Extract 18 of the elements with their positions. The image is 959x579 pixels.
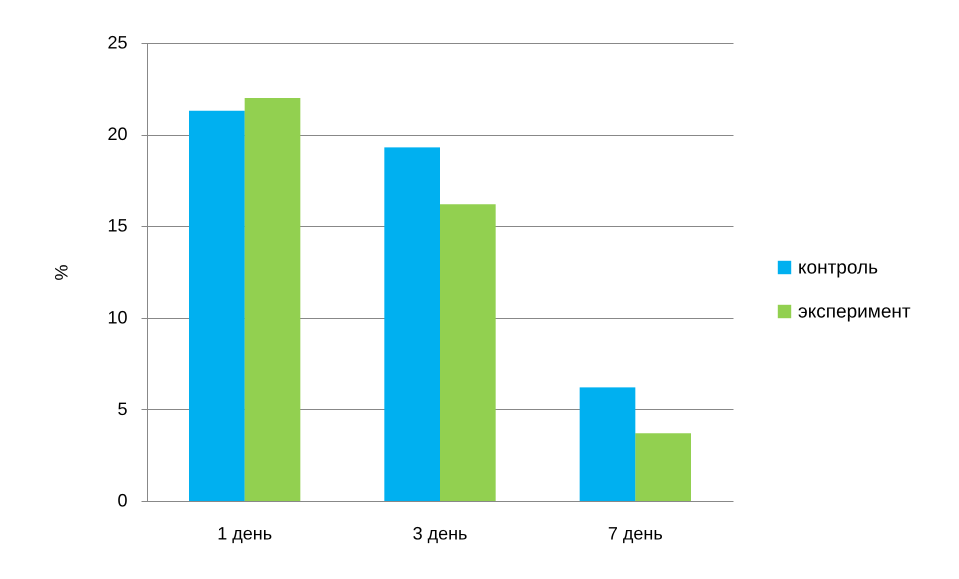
legend-label: контроль [798, 258, 878, 278]
y-tick-label: 5 [117, 398, 128, 419]
bar [635, 433, 692, 501]
x-tick-label: 7 день [608, 524, 663, 544]
bar [188, 110, 245, 501]
bar [384, 147, 440, 501]
y-tick-label: 25 [107, 32, 128, 52]
y-tick-label: 0 [117, 490, 128, 510]
y-axis-title: % [51, 264, 72, 281]
y-tick-label: 15 [107, 216, 128, 236]
y-tick-label: 20 [107, 124, 128, 144]
x-tick-label: 3 день [412, 524, 468, 544]
bar [244, 98, 300, 501]
bar [440, 204, 496, 501]
x-tick-label: 1 день [217, 524, 272, 544]
legend-label: эксперимент [798, 302, 911, 322]
y-tick-label: 10 [107, 307, 128, 328]
bar [580, 387, 636, 501]
